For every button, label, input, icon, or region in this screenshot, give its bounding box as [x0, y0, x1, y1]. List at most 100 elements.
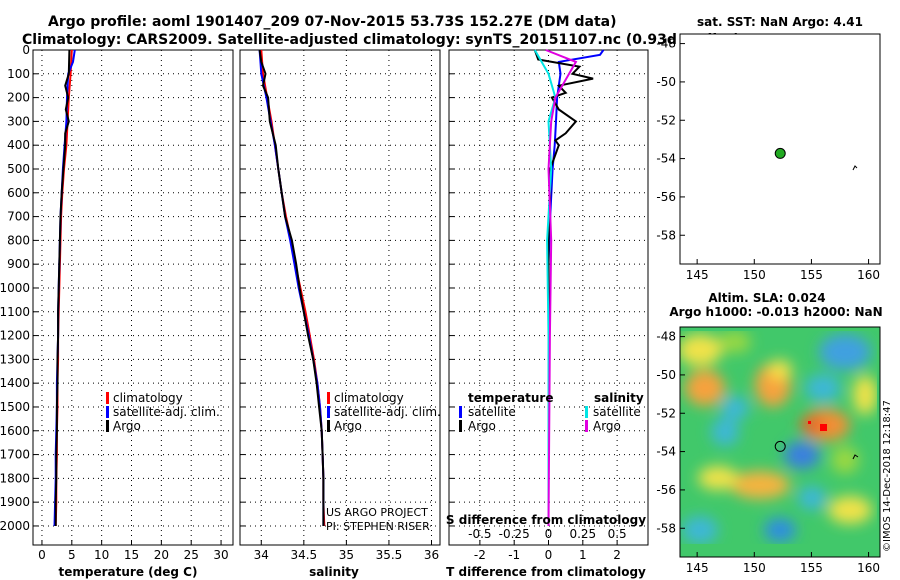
legend-climatology-label: climatology — [113, 391, 183, 405]
xtick-label: 10 — [94, 548, 109, 562]
xtick-label: 36 — [424, 548, 439, 562]
map-xtick-label: 155 — [800, 268, 823, 282]
ytick-label: 1300 — [0, 352, 30, 366]
header-line-2: Climatology: CARS2009. Satellite-adjuste… — [22, 32, 740, 48]
legend-t-satellite-swatch — [459, 406, 462, 418]
legend-s-argo-swatch — [585, 420, 588, 432]
ytick-label: 1700 — [0, 448, 30, 462]
xtick-label: 20 — [154, 548, 169, 562]
ytick-label: 1400 — [0, 376, 30, 390]
legend-satellite-label: satellite-adj. clim. — [113, 405, 220, 419]
sal-legend-climatology-label: climatology — [334, 391, 404, 405]
altimetry-map: Altim. SLA: 0.024 Argo h1000: -0.013 h20… — [656, 291, 882, 575]
imos-watermark: ©IMOS 14-Dec-2018 12:18:47 — [882, 400, 893, 552]
xtick-label: 34 — [254, 548, 269, 562]
map-ytick-label: -54 — [656, 445, 676, 459]
ytick-label: 1600 — [0, 424, 30, 438]
salinity-legend: climatology satellite-adj. clim. Argo — [327, 391, 441, 433]
legend-argo-swatch — [106, 420, 109, 432]
xtick-label: 35 — [339, 548, 354, 562]
ytick-label: 0 — [22, 43, 30, 57]
credit-pi: PI: STEPHEN RISER — [326, 520, 430, 533]
altim-max-marker — [820, 424, 827, 431]
xtick-label: 1 — [579, 548, 587, 562]
ytick-label: 600 — [7, 186, 30, 200]
temperature-legend: climatology satellite-adj. clim. Argo — [106, 391, 220, 433]
legend-t-argo-swatch — [459, 420, 462, 432]
map-ytick-label: -50 — [656, 75, 676, 89]
legend-salinity-title: salinity — [594, 391, 644, 405]
sal-legend-satellite-swatch — [327, 406, 330, 418]
ytick-label: 500 — [7, 162, 30, 176]
difference-legend: temperature satellite Argo salinity sate… — [459, 391, 644, 433]
ytick-label: 1000 — [0, 281, 30, 295]
ytick-label: 900 — [7, 257, 30, 271]
map-xtick-label: 160 — [857, 561, 880, 575]
sal-legend-satellite-label: satellite-adj. clim. — [334, 405, 441, 419]
series-argo — [54, 49, 71, 526]
series-argo — [258, 49, 325, 526]
xtick-label: 15 — [124, 548, 139, 562]
ytick-label: 1500 — [0, 400, 30, 414]
map-ytick-label: -56 — [656, 190, 676, 204]
map-ytick-label: -58 — [656, 228, 676, 242]
xtick-label: 30 — [213, 548, 228, 562]
sst-title: sat. SST: NaN Argo: 4.41 — [697, 15, 863, 29]
ytick-label: 1100 — [0, 305, 30, 319]
legend-s-satellite-label: satellite — [593, 405, 641, 419]
ytick-label: 300 — [7, 114, 30, 128]
sst-float-marker — [774, 147, 786, 159]
legend-s-satellite-swatch — [585, 406, 588, 418]
altim-title: Altim. SLA: 0.024 — [708, 291, 825, 305]
map-ytick-label: -58 — [656, 521, 676, 535]
ytick-label: 2000 — [0, 519, 30, 533]
ytick-label: 400 — [7, 138, 30, 152]
sal-legend-argo-swatch — [327, 420, 330, 432]
xtick-label: 0 — [38, 548, 46, 562]
xtick-label: 34.5 — [290, 548, 317, 562]
xtick-label: 0 — [545, 548, 553, 562]
s-xtick-label: -0.25 — [499, 527, 530, 541]
ytick-label: 700 — [7, 210, 30, 224]
xtick-label: -1 — [508, 548, 520, 562]
map-ytick-label: -52 — [656, 406, 676, 420]
ytick-label: 200 — [7, 91, 30, 105]
temperature-axes — [32, 49, 234, 546]
map-ytick-label: -56 — [656, 483, 676, 497]
header-line-1: Argo profile: aoml 1901407_209 07-Nov-20… — [48, 14, 617, 30]
legend-climatology-swatch — [106, 392, 109, 404]
map-xtick-label: 145 — [686, 268, 709, 282]
map-ytick-label: -52 — [656, 113, 676, 127]
xtick-label: 25 — [184, 548, 199, 562]
altim-map-frame — [679, 326, 881, 558]
temperature-panel: 0 5 10 15 20 25 300100200300400500600700800900… — [0, 43, 234, 579]
sst-map: sat. SST: NaN Argo: 4.41 145 150 155 160 -48… — [656, 15, 881, 282]
series-sal_argo — [545, 49, 578, 527]
s-xtick-label: -0.5 — [468, 527, 491, 541]
ytick-label: 1900 — [0, 495, 30, 509]
sal-legend-climatology-swatch — [327, 392, 330, 404]
ytick-label: 1800 — [0, 471, 30, 485]
altim-subtitle: Argo h1000: -0.013 h2000: NaN — [669, 305, 882, 319]
credit-project: US ARGO PROJECT — [326, 506, 428, 519]
temperature-xlabel: temperature (deg C) — [59, 565, 198, 579]
legend-satellite-swatch — [106, 406, 109, 418]
map-ytick-label: -54 — [656, 152, 676, 166]
salinity-panel: 34 34.5 35 35.5 36 salinity climatology sate… — [239, 49, 441, 579]
xtick-label: 35.5 — [376, 548, 403, 562]
ytick-label: 100 — [7, 67, 30, 81]
s-difference-xlabel: S difference from climatology — [446, 513, 646, 527]
map-xtick-label: 145 — [686, 561, 709, 575]
map-xtick-label: 150 — [743, 561, 766, 575]
s-xtick-label: 0.5 — [608, 527, 627, 541]
ytick-label: 800 — [7, 233, 30, 247]
s-xtick-label: 0 — [545, 527, 553, 541]
map-xtick-label: 160 — [857, 268, 880, 282]
sst-coastline — [852, 165, 858, 171]
sla-field — [680, 327, 880, 557]
altim-secondary-marker — [808, 421, 811, 424]
map-ytick-label: -48 — [656, 37, 676, 51]
map-ytick-label: -50 — [656, 368, 676, 382]
map-xtick-label: 155 — [800, 561, 823, 575]
